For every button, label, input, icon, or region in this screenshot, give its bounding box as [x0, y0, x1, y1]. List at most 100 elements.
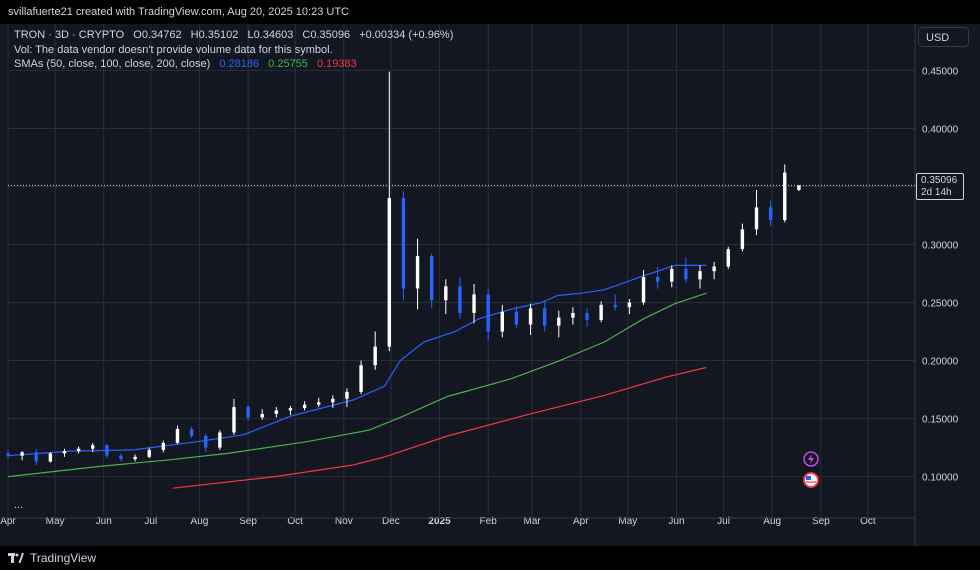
y-tick-label: 0.25000 — [922, 299, 959, 310]
candle — [472, 283, 476, 324]
candle-body — [698, 271, 702, 280]
price-chart[interactable]: Apr May Jun Jul Aug Sep Oct Nov Dec 2025 Feb Mar Apr… — [0, 24, 980, 546]
candle-body — [613, 304, 617, 308]
candle — [698, 265, 702, 289]
candle-body — [783, 172, 787, 221]
candle-body — [571, 312, 575, 318]
candle-body — [359, 365, 363, 392]
candle — [62, 448, 67, 457]
candle-body — [387, 198, 392, 347]
symbol-label[interactable]: TRON · 3D · CRYPTO — [14, 29, 125, 41]
candle — [6, 449, 10, 459]
currency-button[interactable]: USD — [918, 27, 969, 47]
candle-body — [627, 302, 632, 308]
candle-body — [6, 453, 10, 456]
candle — [627, 299, 632, 315]
x-tick-label: Oct — [860, 516, 876, 527]
x-tick-label: Aug — [763, 516, 781, 527]
candle-body — [557, 317, 561, 326]
candle-body — [260, 413, 264, 418]
candle-body — [62, 451, 67, 454]
lightning-glyph — [808, 454, 814, 464]
candle-body — [119, 455, 123, 460]
footer-bar: TradingView — [0, 546, 980, 570]
candle — [670, 265, 674, 288]
y-tick-label: 0.15000 — [922, 415, 959, 426]
last-price-label: 0.35096 2d 14h — [916, 173, 964, 201]
x-tick-label: Feb — [480, 516, 498, 527]
candle-body — [218, 432, 222, 448]
sma200-value: 0.19383 — [316, 58, 357, 70]
y-tick-label: 0.45000 — [922, 66, 959, 77]
candle-body — [204, 435, 208, 448]
candle — [345, 388, 349, 407]
candle-body — [288, 408, 293, 411]
lightning-event-circle — [803, 451, 819, 467]
last-price-value: 0.35096 — [921, 175, 958, 187]
candle-body — [246, 406, 250, 418]
candle — [458, 276, 462, 319]
x-tick-label: Aug — [191, 516, 209, 527]
candle — [317, 397, 321, 407]
candle-body — [34, 452, 38, 462]
candle-body — [542, 308, 547, 326]
candle — [119, 453, 123, 462]
x-tick-label: Jul — [144, 516, 157, 527]
candle-body — [76, 448, 81, 452]
volume-note[interactable]: Vol: The data vendor doesn't provide vol… — [14, 43, 333, 56]
candle — [288, 405, 293, 416]
attribution-text: svillafuerte21 created with TradingView.… — [8, 6, 349, 18]
candle — [359, 360, 363, 395]
candle-body — [415, 256, 420, 289]
candle-body — [48, 453, 53, 462]
candle — [655, 266, 660, 289]
candle-body — [754, 207, 759, 230]
candle — [91, 442, 95, 453]
candle-body — [472, 294, 476, 313]
candle-body — [345, 391, 349, 399]
candle-body — [133, 456, 137, 460]
candle — [486, 288, 490, 341]
candle-body — [175, 429, 180, 443]
us-flag-event-icon[interactable] — [803, 472, 819, 488]
candle — [571, 307, 575, 325]
candle — [712, 261, 716, 280]
footer-brand[interactable]: TradingView — [30, 551, 97, 565]
candle-body — [641, 276, 646, 303]
candle — [147, 447, 151, 459]
candle — [373, 331, 377, 370]
attribution-bar: svillafuerte21 created with TradingView.… — [0, 0, 980, 24]
sma-row[interactable]: SMAs (50, close, 100, close, 200, close)… — [14, 57, 453, 72]
x-tick-label: Nov — [335, 516, 353, 527]
candle — [34, 448, 38, 465]
tradingview-logo-icon[interactable] — [8, 553, 24, 563]
candle-body — [768, 207, 773, 221]
candle — [599, 301, 603, 323]
countdown-value: 2d 14h — [921, 187, 952, 199]
candle-body — [486, 294, 490, 332]
y-tick-label: 0.20000 — [922, 357, 959, 368]
x-tick-label: Jun — [96, 516, 112, 527]
candle — [246, 404, 250, 421]
candle-body — [740, 229, 745, 250]
sma-line-100 — [7, 292, 707, 478]
candle-body — [528, 308, 533, 325]
candle — [133, 454, 137, 462]
candle-body — [712, 266, 716, 272]
x-tick-label: Sep — [239, 516, 257, 527]
candle — [218, 430, 222, 450]
candle-body — [274, 410, 279, 414]
more-options-icon[interactable]: ... — [14, 499, 23, 511]
candle — [105, 444, 109, 459]
x-tick-label: Jul — [717, 516, 730, 527]
candle — [20, 451, 24, 461]
candle — [161, 440, 166, 453]
candle — [260, 409, 264, 420]
sma100-value: 0.25755 — [268, 58, 308, 70]
candle — [754, 189, 759, 236]
lightning-event-icon[interactable] — [803, 451, 819, 467]
candle — [76, 446, 81, 454]
candle-body — [401, 198, 406, 289]
candle — [557, 310, 561, 338]
candle — [797, 185, 801, 192]
